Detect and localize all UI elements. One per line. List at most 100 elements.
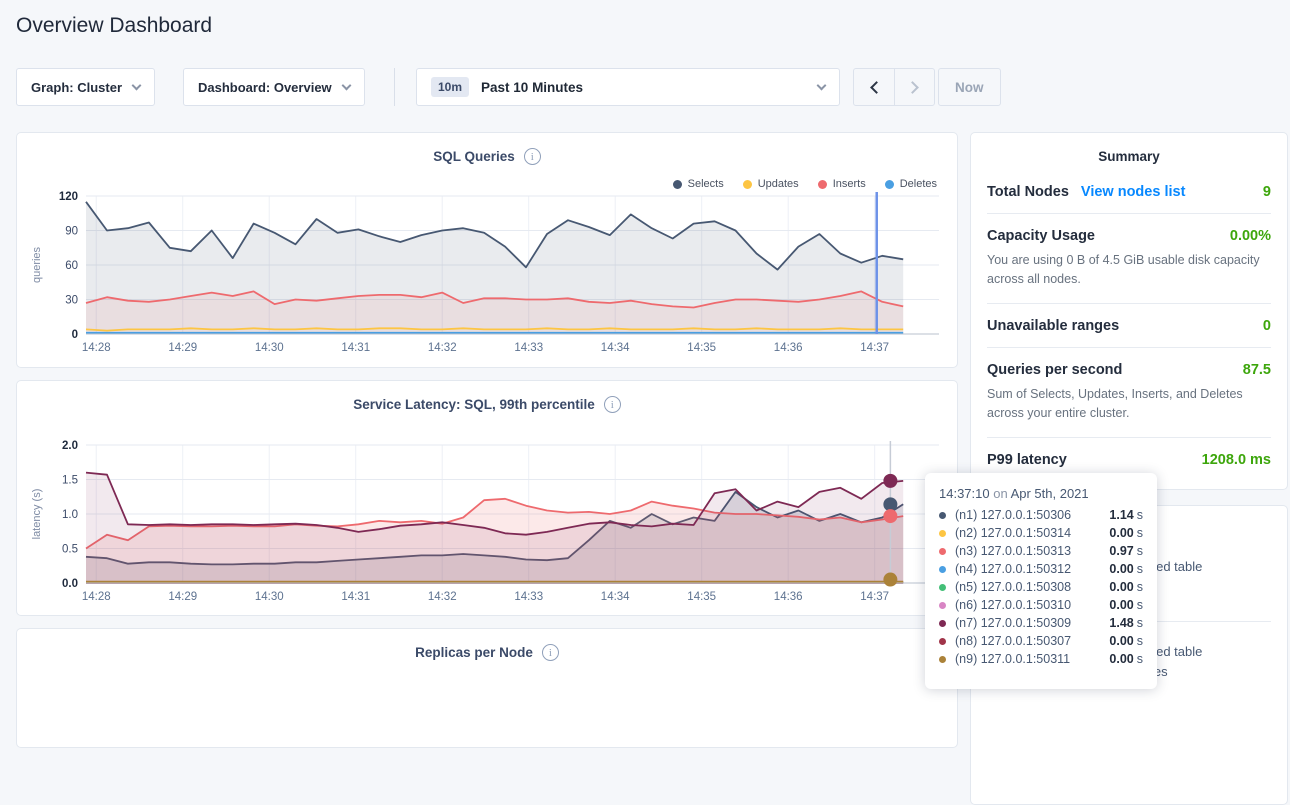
tooltip-node-row: (n6) 127.0.0.1:50310 0.00 s <box>939 596 1143 614</box>
tooltip-node-row: (n2) 127.0.0.1:50314 0.00 s <box>939 524 1143 542</box>
svg-text:14:28: 14:28 <box>82 591 111 603</box>
node-latency-unit: s <box>1136 616 1143 630</box>
svg-text:14:33: 14:33 <box>514 591 543 603</box>
queries-per-second-value: 87.5 <box>1242 361 1271 378</box>
legend-item[interactable]: Deletes <box>884 178 937 190</box>
tooltip-node-rows: (n1) 127.0.0.1:50306 1.14 s (n2) 127.0.0… <box>939 506 1143 668</box>
legend-dot <box>817 179 827 189</box>
svg-text:14:35: 14:35 <box>687 342 716 354</box>
info-icon[interactable]: i <box>541 644 559 661</box>
svg-text:14:33: 14:33 <box>514 342 543 354</box>
legend-item[interactable]: Selects <box>672 178 724 190</box>
svg-text:14:34: 14:34 <box>601 591 630 603</box>
node-color-dot <box>939 601 946 609</box>
dashboard-dropdown-label: Dashboard: Overview <box>198 79 332 95</box>
graph-dropdown[interactable]: Graph: Cluster <box>16 68 156 106</box>
p99-latency-row: P99 latency 1208.0 ms <box>987 438 1271 481</box>
chevron-left-icon <box>869 80 883 94</box>
tooltip-node-row: (n8) 127.0.0.1:50307 0.00 s <box>939 632 1143 650</box>
svg-text:30: 30 <box>65 295 78 307</box>
node-latency-value: 1.48 <box>1109 616 1134 630</box>
tooltip-node-row: (n4) 127.0.0.1:50312 0.00 s <box>939 560 1143 578</box>
node-latency-value: 0.97 <box>1109 544 1134 558</box>
node-latency-unit: s <box>1136 562 1143 576</box>
svg-text:1.0: 1.0 <box>62 509 78 521</box>
tooltip-node-row: (n9) 127.0.0.1:50311 0.00 s <box>939 650 1143 668</box>
svg-text:14:35: 14:35 <box>687 591 716 603</box>
node-latency-value: 0.00 <box>1109 580 1134 594</box>
info-icon[interactable]: i <box>523 148 541 165</box>
capacity-usage-description: You are using 0 B of 4.5 GiB usable disk… <box>987 253 1260 287</box>
node-color-dot <box>939 619 946 627</box>
sql-queries-legend: Selects Updates Inserts Deletes <box>672 178 937 190</box>
node-address: (n5) 127.0.0.1:50308 <box>955 580 1072 594</box>
time-back-button[interactable] <box>854 69 894 105</box>
replicas-per-node-title: Replicas per Node <box>415 645 533 660</box>
controls-divider <box>394 68 395 106</box>
legend-item[interactable]: Updates <box>742 178 799 190</box>
info-icon[interactable]: i <box>603 396 621 413</box>
legend-label: Inserts <box>832 178 866 190</box>
node-latency-unit: s <box>1136 508 1143 522</box>
dashboard-dropdown[interactable]: Dashboard: Overview <box>183 68 365 106</box>
node-address: (n8) 127.0.0.1:50307 <box>955 634 1072 648</box>
svg-text:14:36: 14:36 <box>774 342 803 354</box>
total-nodes-value: 9 <box>1262 184 1271 200</box>
queries-per-second-row: Queries per second 87.5 Sum of Selects, … <box>987 348 1271 438</box>
chevron-down-icon <box>341 80 352 90</box>
svg-text:latency (s): latency (s) <box>31 489 43 540</box>
unavailable-ranges-value: 0 <box>1262 317 1271 334</box>
svg-text:14:36: 14:36 <box>774 591 803 603</box>
svg-text:14:29: 14:29 <box>168 591 197 603</box>
node-address: (n7) 127.0.0.1:50309 <box>955 616 1072 630</box>
svg-text:14:28: 14:28 <box>82 342 111 354</box>
node-latency-value: 0.00 <box>1109 634 1134 648</box>
time-forward-button[interactable] <box>894 69 934 105</box>
svg-text:14:34: 14:34 <box>601 342 630 354</box>
chart-tooltip: 14:37:10 on Apr 5th, 2021 (n1) 127.0.0.1… <box>925 473 1157 689</box>
node-address: (n9) 127.0.0.1:50311 <box>955 652 1071 666</box>
svg-text:60: 60 <box>65 260 78 272</box>
node-color-dot <box>939 583 946 591</box>
view-nodes-list-link[interactable]: View nodes list <box>1080 184 1186 200</box>
node-address: (n1) 127.0.0.1:50306 <box>955 508 1072 522</box>
sql-queries-chart[interactable]: 14:28 14:29 14:30 14:31 14:32 14:33 14:34 14:35… <box>24 186 949 356</box>
node-latency-unit: s <box>1136 526 1143 540</box>
sql-queries-panel: SQL Queries i Selects Updates Inserts De… <box>16 132 958 368</box>
node-color-dot <box>939 655 946 663</box>
node-latency-unit: s <box>1136 580 1143 594</box>
queries-per-second-label: Queries per second <box>987 361 1123 378</box>
svg-text:14:31: 14:31 <box>341 342 370 354</box>
queries-per-second-description: Sum of Selects, Updates, Inserts, and De… <box>987 386 1243 421</box>
node-latency-value: 0.00 <box>1109 526 1134 540</box>
node-latency-unit: s <box>1136 634 1143 648</box>
legend-item[interactable]: Inserts <box>817 178 866 190</box>
tooltip-timestamp: 14:37:10 on Apr 5th, 2021 <box>939 486 1089 501</box>
time-range-dropdown[interactable]: 10m Past 10 Minutes <box>416 68 840 106</box>
svg-text:14:37: 14:37 <box>860 591 889 603</box>
node-latency-unit: s <box>1136 544 1143 558</box>
node-color-dot <box>939 529 946 537</box>
legend-dot <box>884 179 894 189</box>
node-color-dot <box>939 547 946 555</box>
node-latency-value: 0.00 <box>1109 562 1134 576</box>
tooltip-node-row: (n5) 127.0.0.1:50308 0.00 s <box>939 578 1143 596</box>
p99-latency-value: 1208.0 ms <box>1201 451 1271 468</box>
svg-text:14:29: 14:29 <box>168 342 197 354</box>
unavailable-ranges-label: Unavailable ranges <box>987 317 1120 334</box>
service-latency-chart[interactable]: 14:28 14:29 14:30 14:31 14:32 14:33 14:34 14:35… <box>24 435 949 605</box>
svg-text:2.0: 2.0 <box>62 440 78 452</box>
svg-text:120: 120 <box>59 191 78 203</box>
chevron-down-icon <box>816 80 827 90</box>
total-nodes-row: Total Nodes View nodes list 9 <box>987 170 1271 214</box>
now-button[interactable]: Now <box>938 68 1001 106</box>
service-latency-panel: Service Latency: SQL, 99th percentile i … <box>16 380 958 616</box>
node-color-dot <box>939 565 946 573</box>
legend-dot <box>672 179 682 189</box>
svg-text:14:30: 14:30 <box>255 591 284 603</box>
legend-label: Selects <box>687 178 724 190</box>
time-range-badge: 10m <box>431 77 470 97</box>
node-address: (n2) 127.0.0.1:50314 <box>955 526 1072 540</box>
node-latency-value: 0.00 <box>1109 652 1134 666</box>
sql-queries-title: SQL Queries <box>433 149 515 164</box>
